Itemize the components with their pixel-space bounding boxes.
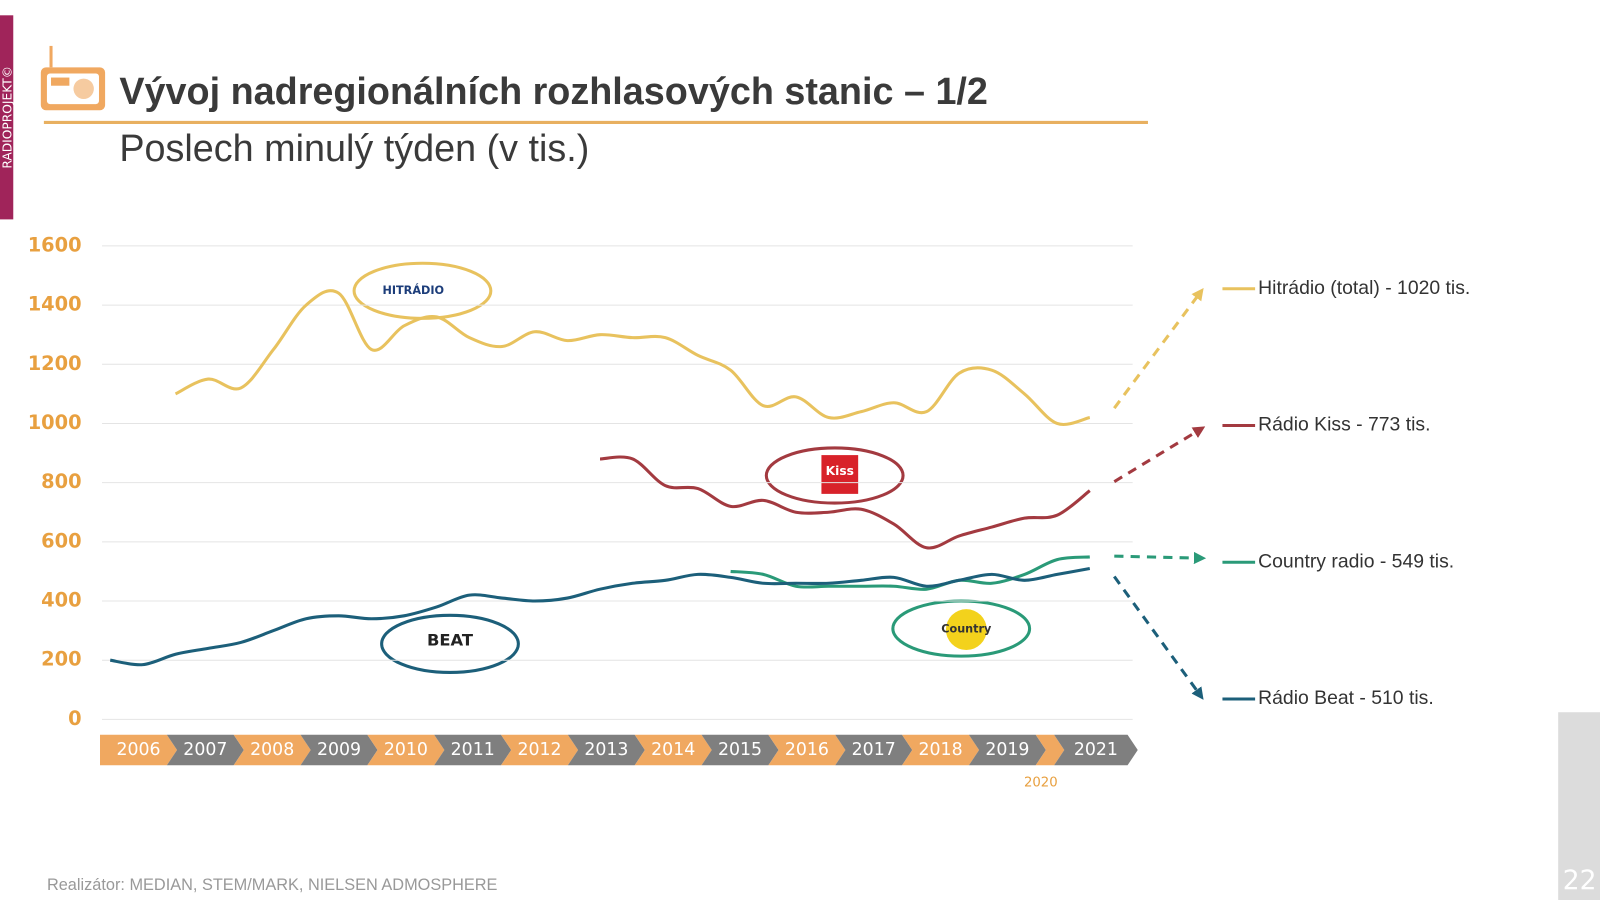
y-tick-label: 0 — [68, 707, 81, 730]
source: Realizátor: MEDIAN, STEM/MARK, NIELSEN A… — [47, 876, 498, 894]
legend-arrow — [1113, 287, 1204, 410]
year-chevron — [968, 734, 1046, 766]
legend-arrow — [1114, 551, 1207, 565]
legend-arrow — [1113, 426, 1206, 483]
y-tick-label: 200 — [41, 648, 81, 671]
y-tick-label: 1200 — [28, 352, 82, 375]
year-chevron — [100, 734, 178, 766]
series-line — [174, 289, 1091, 426]
x-tick-label: 2014 — [651, 740, 695, 760]
series-line — [109, 566, 1091, 667]
year-chevron — [501, 734, 579, 766]
year-chevron — [701, 734, 779, 766]
x-tick-label: 2019 — [985, 740, 1029, 760]
page-tab — [1558, 712, 1600, 900]
year-chevron — [434, 734, 512, 766]
year-chevron — [1035, 734, 1065, 766]
x-tick-label: 2012 — [517, 740, 561, 760]
x-tick-label: 2006 — [116, 740, 160, 760]
legend-arrow — [1113, 575, 1204, 700]
legend-label: Country radio - 549 tis. — [1258, 550, 1454, 572]
side-label: RADIOPROJEKT© — [1, 66, 15, 169]
x-tick-label: 2016 — [785, 740, 829, 760]
logo-text: BEAT — [427, 630, 474, 649]
y-tick-label: 1400 — [28, 293, 82, 316]
year-chevron — [634, 734, 712, 766]
legend-label: Rádio Kiss - 773 tis. — [1258, 414, 1430, 436]
radio-icon — [40, 45, 106, 111]
year-chevron — [166, 734, 244, 766]
x-tick-label: 2013 — [584, 740, 628, 760]
logo-text: HITRÁDIO — [382, 284, 444, 297]
x-tick-label: 2011 — [451, 740, 495, 760]
y-tick-label: 600 — [41, 529, 81, 552]
year-chevron — [300, 734, 378, 766]
x-tick-label: 2007 — [183, 740, 227, 760]
series-line — [599, 455, 1091, 550]
year-chevron — [768, 734, 846, 766]
subtitle: Poslech minulý týden (v tis.) — [119, 127, 589, 169]
x-tick-label: 2020 — [1024, 776, 1058, 791]
year-chevron — [902, 734, 980, 766]
series-line — [730, 555, 1090, 591]
x-tick-label: 2021 — [1074, 740, 1118, 760]
y-tick-label: 400 — [41, 589, 81, 612]
logo-text: Country — [941, 623, 992, 636]
side-bar — [0, 15, 14, 220]
x-tick-label: 2010 — [384, 740, 428, 760]
year-chevron — [835, 734, 913, 766]
logo-ellipses — [352, 261, 1032, 674]
x-tick-label: 2009 — [317, 740, 361, 760]
legend-label: Rádio Beat - 510 tis. — [1258, 687, 1434, 709]
year-chevron — [567, 734, 645, 766]
page-number: 22 — [1563, 865, 1597, 896]
x-tick-label: 2015 — [718, 740, 762, 760]
year-chevron — [367, 734, 445, 766]
year-chevron — [233, 734, 311, 766]
legend-label: Hitrádio (total) - 1020 tis. — [1258, 277, 1470, 299]
x-tick-label: 2008 — [250, 740, 294, 760]
logo-text: Kiss — [826, 464, 854, 478]
title: Vývoj nadregionálních rozhlasových stani… — [119, 70, 988, 112]
y-tick-label: 1600 — [28, 233, 82, 256]
y-tick-label: 1000 — [28, 411, 82, 434]
x-tick-label: 2018 — [919, 740, 963, 760]
y-tick-label: 800 — [41, 470, 81, 493]
year-chevron — [1054, 734, 1138, 766]
x-tick-label: 2017 — [852, 740, 896, 760]
